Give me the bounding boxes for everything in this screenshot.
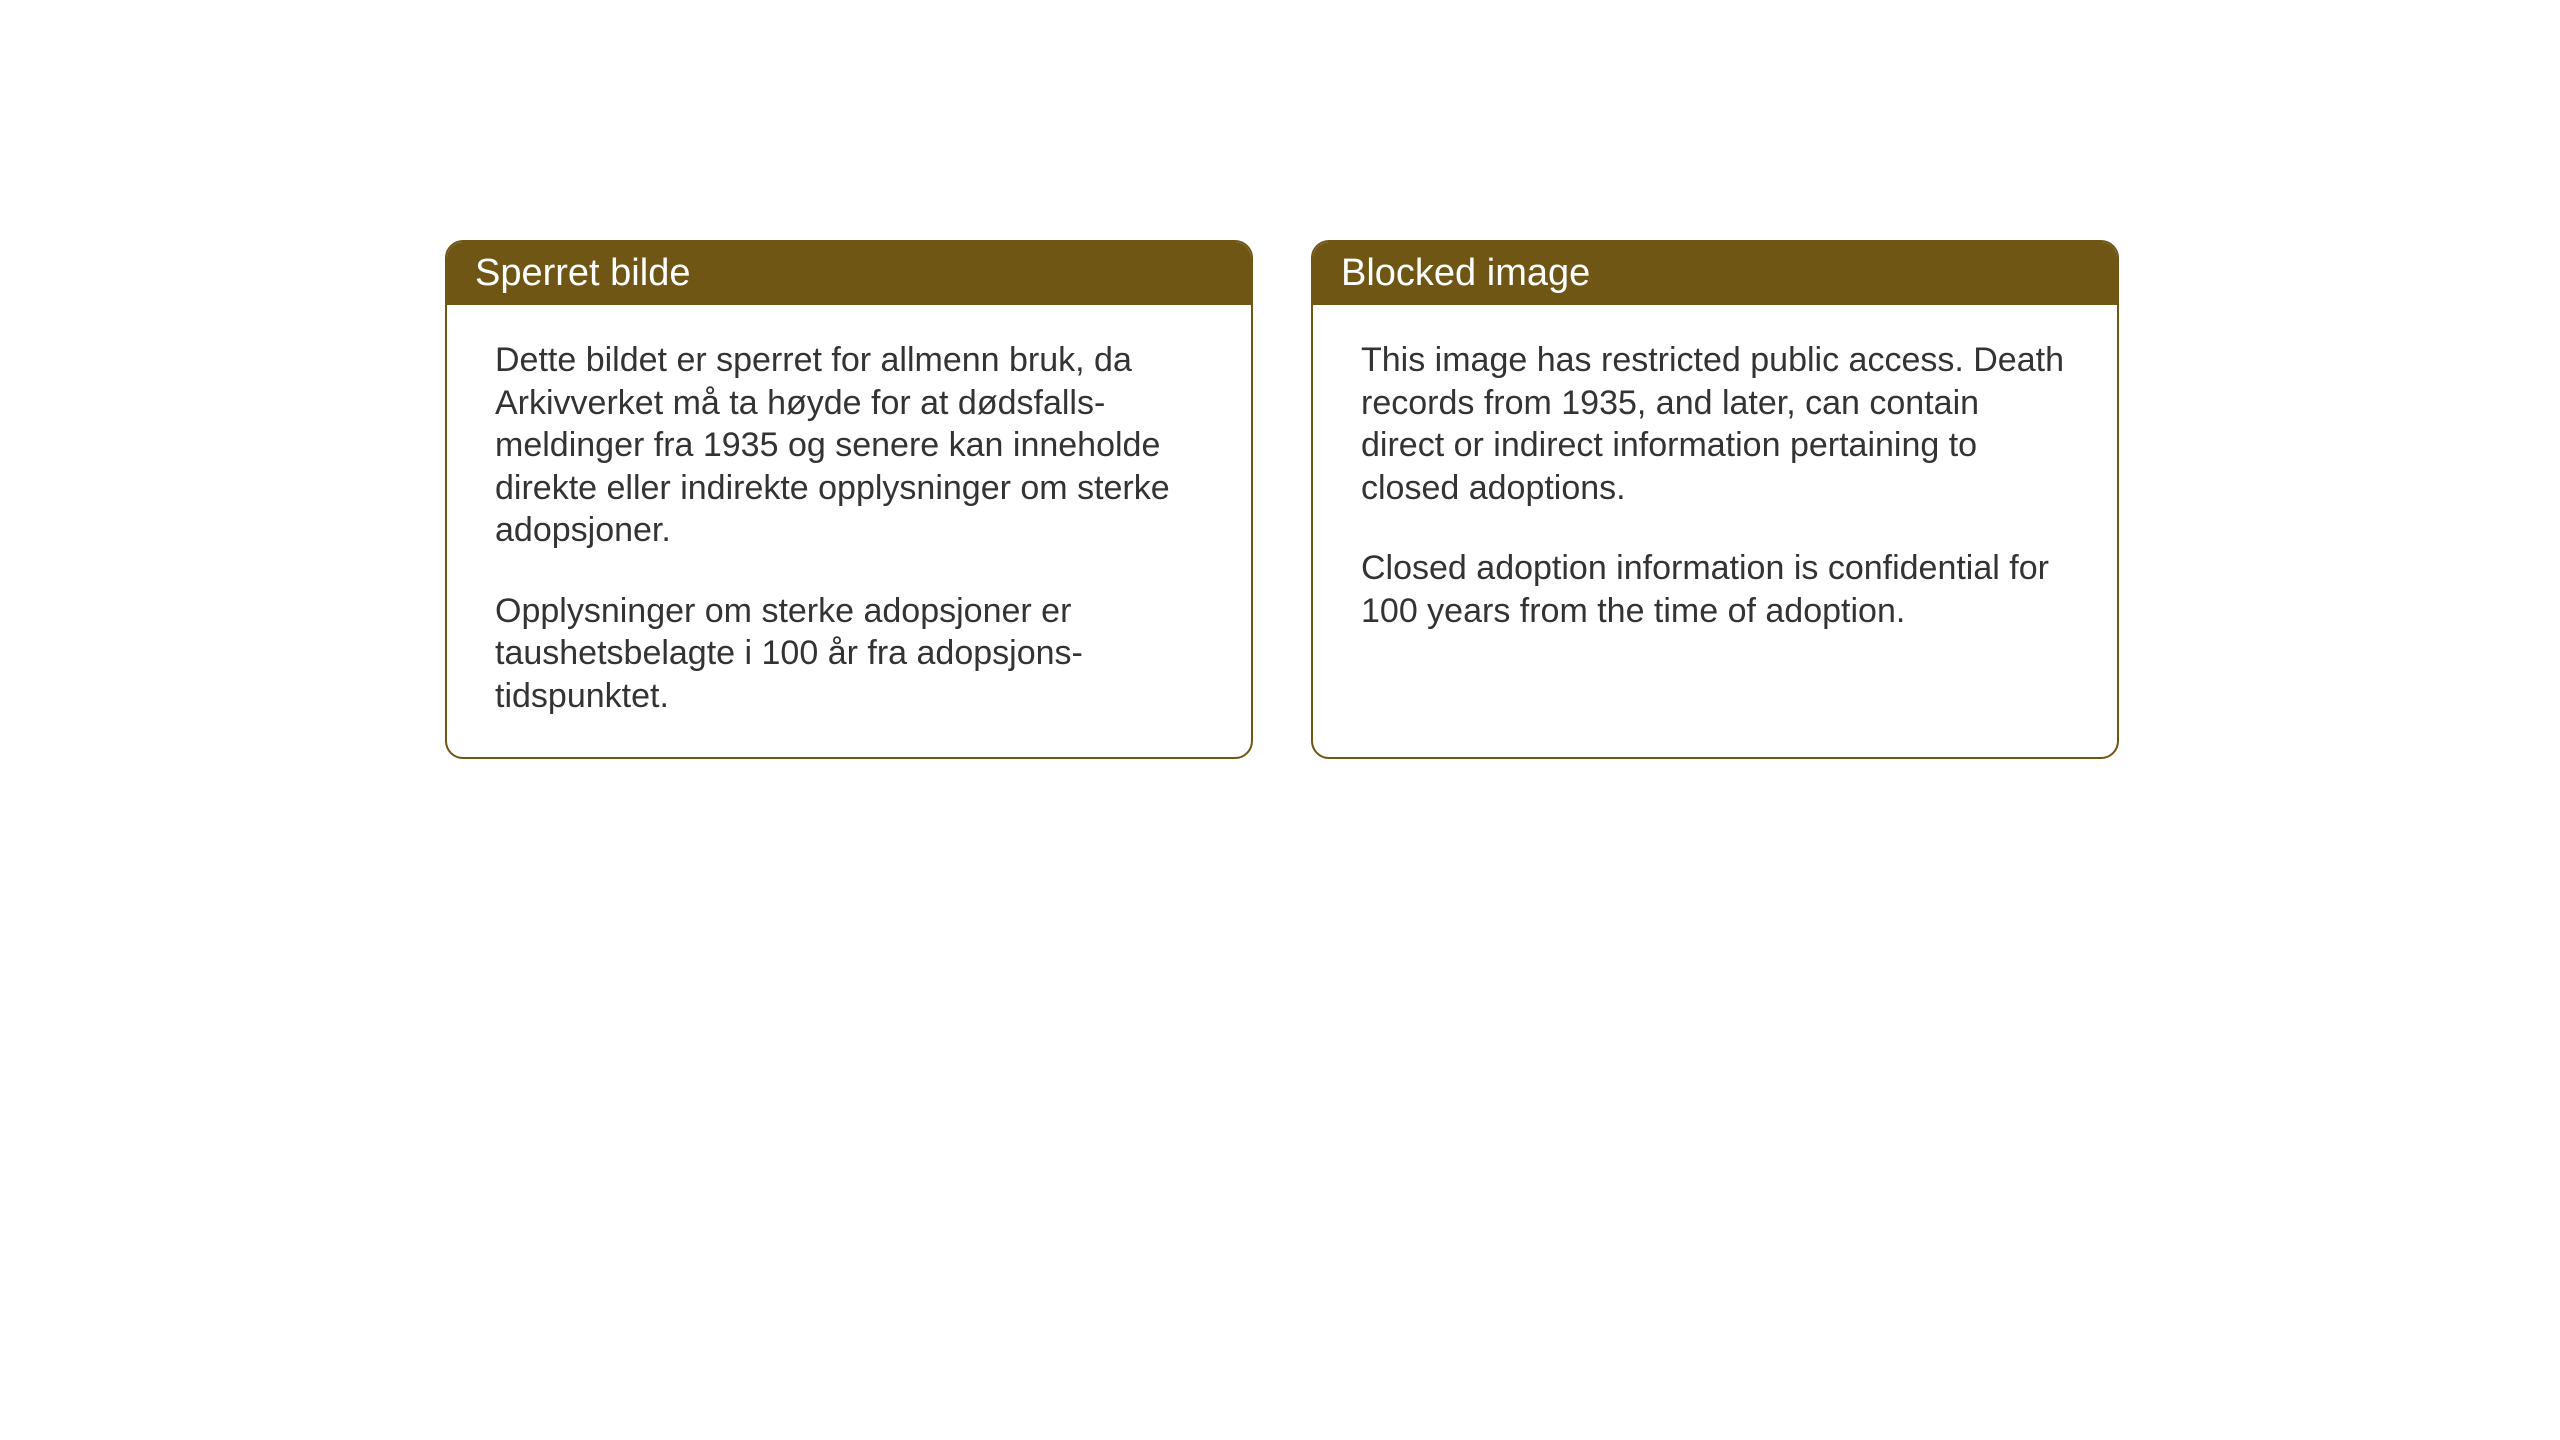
card-paragraph-2-norwegian: Opplysninger om sterke adopsjoner er tau…: [495, 590, 1203, 718]
card-title-english: Blocked image: [1341, 252, 1590, 294]
card-body-norwegian: Dette bildet er sperret for allmenn bruk…: [447, 305, 1251, 757]
card-paragraph-2-english: Closed adoption information is confident…: [1361, 547, 2069, 632]
card-header-english: Blocked image: [1313, 242, 2117, 305]
notice-container: Sperret bilde Dette bildet er sperret fo…: [445, 240, 2119, 759]
card-title-norwegian: Sperret bilde: [475, 252, 690, 294]
card-body-english: This image has restricted public access.…: [1313, 305, 2117, 672]
card-paragraph-1-english: This image has restricted public access.…: [1361, 339, 2069, 509]
notice-card-english: Blocked image This image has restricted …: [1311, 240, 2119, 759]
notice-card-norwegian: Sperret bilde Dette bildet er sperret fo…: [445, 240, 1253, 759]
card-header-norwegian: Sperret bilde: [447, 242, 1251, 305]
card-paragraph-1-norwegian: Dette bildet er sperret for allmenn bruk…: [495, 339, 1203, 552]
